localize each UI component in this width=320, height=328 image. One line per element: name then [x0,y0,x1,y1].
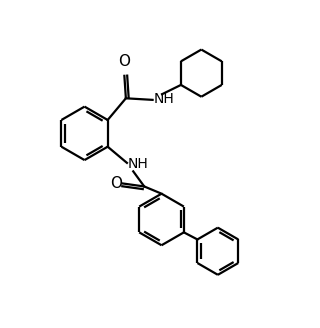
Text: O: O [110,176,122,191]
Text: NH: NH [154,92,174,106]
Text: O: O [118,54,130,69]
Text: NH: NH [128,157,149,172]
